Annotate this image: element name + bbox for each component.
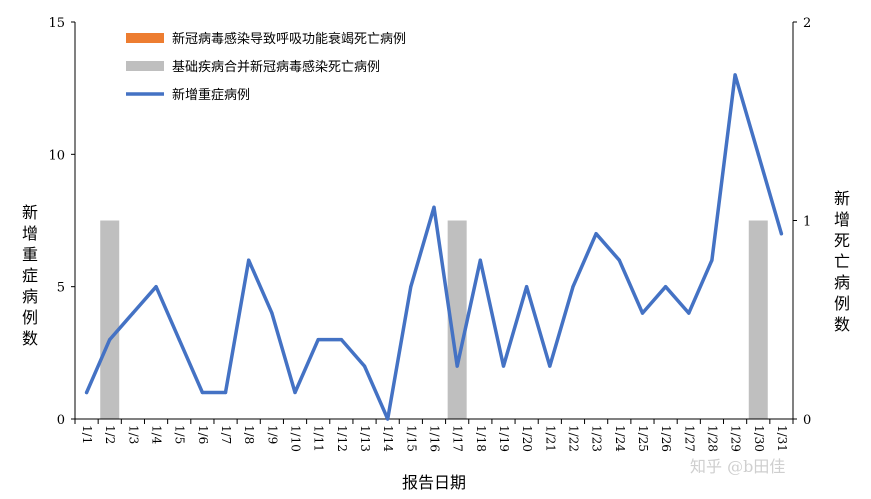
bars-group — [100, 220, 768, 419]
line-point-1-6 — [200, 390, 204, 395]
x-tick-label: 1/20 — [520, 425, 534, 452]
legend-label-2: 新增重症病例 — [172, 87, 250, 103]
legend-label-0: 新冠病毒感染导致呼吸功能衰竭死亡病例 — [172, 31, 406, 47]
legend-swatch-0 — [126, 33, 164, 43]
line-point-1-2 — [108, 338, 112, 342]
line-point-1-15 — [409, 285, 413, 289]
x-tick-label: 1/16 — [428, 425, 442, 452]
bar-1-30-s1 — [748, 220, 768, 419]
right-tick-label: 0 — [803, 413, 811, 428]
x-tick-label: 1/4 — [150, 425, 164, 445]
x-tick-label: 1/14 — [381, 425, 395, 452]
line-point-1-23 — [594, 232, 598, 236]
x-tick-label: 1/30 — [752, 425, 766, 452]
y-axis-title-left: 新增重症病例数 — [22, 203, 38, 348]
line-point-1-27 — [687, 311, 691, 315]
x-tick-label: 1/26 — [659, 425, 673, 452]
right-tick-label: 1 — [803, 215, 811, 230]
x-tick-label: 1/28 — [705, 425, 719, 452]
x-tick-label: 1/13 — [358, 425, 372, 452]
line-point-1-10 — [293, 390, 297, 395]
line-point-1-9 — [270, 311, 274, 315]
x-tick-label: 1/27 — [682, 425, 696, 452]
line-point-1-26 — [664, 285, 668, 289]
line-point-1-17 — [455, 364, 459, 368]
line-point-1-16 — [432, 205, 436, 209]
line-point-1-13 — [362, 364, 367, 368]
watermark: 知乎 @b田佳 — [690, 457, 785, 476]
x-tick-label: 1/17 — [451, 425, 465, 452]
line-point-1-5 — [177, 338, 181, 342]
x-tick-label: 1/29 — [729, 425, 743, 452]
x-tick-label: 1/12 — [335, 425, 349, 452]
line-point-1-19 — [501, 364, 506, 368]
x-axis-title: 报告日期 — [402, 473, 466, 492]
bar-1-17-s1 — [447, 220, 467, 419]
y-axis-title-right: 新增死亡病例数 — [834, 189, 850, 334]
x-tick-label: 1/7 — [219, 425, 233, 444]
x-tick-label: 1/18 — [474, 425, 488, 452]
right-tick-label: 2 — [803, 16, 811, 31]
line-point-1-7 — [223, 390, 228, 395]
line-point-1-14 — [386, 417, 390, 421]
series-line-0 — [84, 73, 784, 421]
line-point-1-24 — [617, 258, 621, 262]
x-tick-label: 1/10 — [289, 425, 303, 452]
line-point-1-22 — [571, 285, 575, 289]
x-tick-label: 1/9 — [265, 425, 279, 444]
left-tick-label: 0 — [57, 413, 65, 428]
line-point-1-12 — [339, 338, 343, 342]
line-point-1-29 — [733, 73, 737, 77]
line-point-1-4 — [154, 285, 158, 289]
legend-swatch-1 — [126, 61, 164, 71]
x-tick-label: 1/22 — [566, 425, 580, 452]
line-group — [84, 73, 784, 421]
axes-group: 0 5 10 15 0 1 2 1/1 1/2 1/3 1/4 1/5 1/6 1/7 1/8 1/9 1/10… — [48, 16, 811, 452]
line-point-1-20 — [525, 285, 529, 289]
x-tick-label: 1/1 — [80, 425, 94, 444]
x-tick-label: 1/24 — [613, 425, 627, 452]
left-tick-label: 5 — [57, 281, 65, 296]
left-tick-label: 10 — [48, 148, 65, 163]
x-tick-label: 1/5 — [173, 425, 187, 444]
line-point-1-25 — [640, 311, 645, 315]
x-tick-label: 1/23 — [590, 425, 604, 452]
x-tick-label: 1/15 — [404, 425, 418, 452]
x-tick-label: 1/2 — [103, 425, 117, 444]
line-point-1-28 — [710, 258, 714, 262]
left-tick-label: 15 — [48, 16, 65, 31]
line-point-1-21 — [548, 364, 552, 368]
line-point-1-31 — [779, 232, 784, 236]
line-point-1-30 — [756, 152, 760, 156]
line-point-1-11 — [316, 338, 320, 342]
line-point-1-18 — [478, 258, 482, 262]
x-tick-label: 1/6 — [196, 425, 210, 444]
x-tick-label: 1/11 — [312, 425, 326, 452]
x-tick-label: 1/25 — [636, 425, 650, 452]
x-tick-label: 1/19 — [497, 425, 511, 452]
legend-label-1: 基础疾病合并新冠病毒感染死亡病例 — [172, 59, 380, 75]
line-point-1-8 — [247, 258, 251, 262]
x-tick-label: 1/8 — [242, 425, 256, 444]
x-tick-label: 1/31 — [775, 425, 789, 452]
x-tick-label: 1/21 — [543, 425, 557, 452]
line-point-1-3 — [131, 311, 135, 315]
bar-1-2-s1 — [100, 220, 120, 419]
x-tick-label: 1/3 — [126, 425, 140, 444]
line-point-1-1 — [84, 390, 89, 395]
